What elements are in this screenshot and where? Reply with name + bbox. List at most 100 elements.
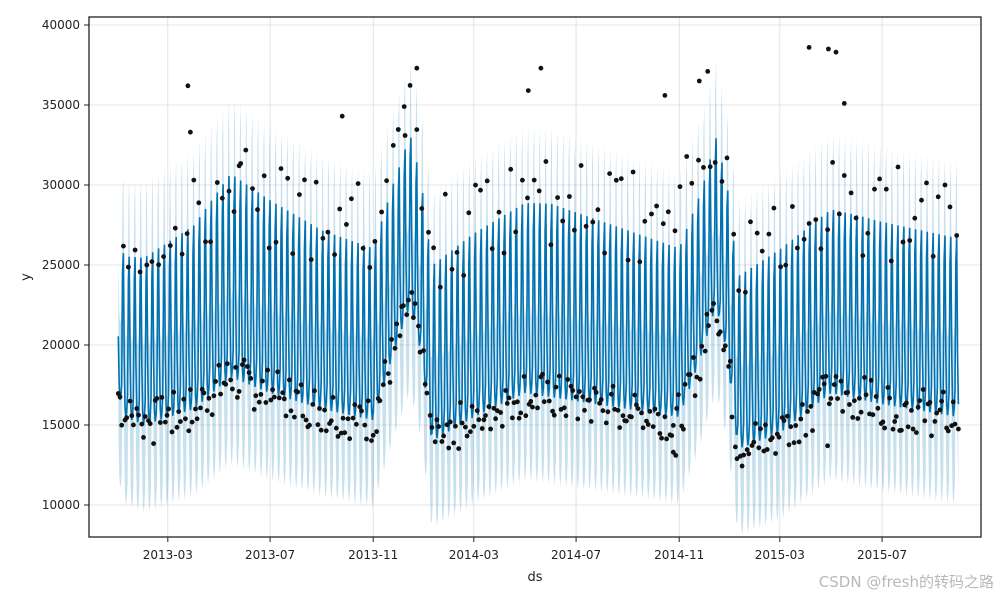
data-point xyxy=(748,219,753,225)
data-point xyxy=(224,361,230,367)
data-point xyxy=(587,397,592,403)
data-point xyxy=(431,245,436,251)
data-point xyxy=(830,160,835,165)
data-point xyxy=(132,247,138,253)
data-point xyxy=(530,404,535,410)
data-point xyxy=(169,429,175,435)
data-point xyxy=(841,173,847,178)
data-point xyxy=(905,424,911,430)
data-point xyxy=(137,269,143,275)
data-point xyxy=(188,387,193,392)
data-point xyxy=(167,243,173,249)
data-point xyxy=(845,389,851,395)
data-point xyxy=(919,197,924,203)
data-point xyxy=(344,222,349,227)
data-point xyxy=(945,428,951,434)
data-point xyxy=(451,440,457,446)
data-point xyxy=(246,370,252,375)
data-point xyxy=(677,184,683,190)
data-point xyxy=(333,425,339,431)
data-point xyxy=(401,303,406,309)
data-point xyxy=(952,421,958,427)
data-point xyxy=(412,301,418,306)
data-point xyxy=(602,250,607,256)
data-point xyxy=(649,211,654,217)
data-point xyxy=(178,419,183,424)
data-point xyxy=(538,65,544,71)
data-point xyxy=(795,245,800,251)
data-point xyxy=(535,405,540,411)
data-point xyxy=(454,250,460,255)
data-point xyxy=(759,248,765,254)
data-point xyxy=(573,394,579,400)
data-point xyxy=(724,155,730,161)
data-point xyxy=(654,203,659,209)
data-point xyxy=(491,405,497,411)
data-point xyxy=(528,399,534,404)
data-point xyxy=(828,396,834,401)
data-point xyxy=(142,414,148,419)
data-point xyxy=(825,443,830,449)
data-point xyxy=(572,227,577,233)
x-axis-label: ds xyxy=(527,570,542,585)
data-point xyxy=(813,217,819,223)
forecast-line xyxy=(117,137,960,448)
data-point xyxy=(801,236,807,242)
data-point xyxy=(193,406,198,412)
data-point xyxy=(219,195,225,201)
data-point xyxy=(298,382,304,388)
data-point xyxy=(427,413,433,418)
data-point xyxy=(367,265,373,270)
data-point xyxy=(516,415,522,421)
data-point xyxy=(818,246,824,252)
data-point xyxy=(838,378,844,384)
data-point xyxy=(352,402,358,408)
y-axis-label: y xyxy=(19,273,34,281)
data-point xyxy=(563,413,569,419)
data-point xyxy=(501,250,507,256)
data-point xyxy=(640,425,646,431)
data-point xyxy=(806,221,812,226)
data-point xyxy=(826,46,831,52)
x-tick-label: 2013-07 xyxy=(245,548,295,562)
data-point xyxy=(432,439,438,445)
data-point xyxy=(310,402,316,407)
data-point xyxy=(927,400,933,405)
data-point xyxy=(161,254,167,259)
data-point xyxy=(280,390,286,396)
data-point xyxy=(525,195,530,201)
data-point xyxy=(473,182,478,188)
data-point xyxy=(449,266,455,272)
data-point xyxy=(275,369,280,375)
data-point xyxy=(592,385,597,391)
data-point xyxy=(659,435,664,441)
data-point xyxy=(240,362,245,367)
data-point xyxy=(263,400,269,405)
data-point xyxy=(764,447,770,452)
data-point xyxy=(545,379,550,385)
data-point xyxy=(424,390,430,396)
data-point xyxy=(642,218,648,224)
data-point xyxy=(821,381,827,387)
data-point xyxy=(833,49,839,55)
data-point xyxy=(689,180,695,186)
data-point xyxy=(682,381,688,387)
data-point xyxy=(478,187,483,193)
y-tick-label: 20000 xyxy=(42,338,80,352)
data-point xyxy=(385,371,391,376)
data-point xyxy=(577,389,582,394)
data-point xyxy=(308,257,314,262)
data-point xyxy=(551,412,557,418)
data-point xyxy=(458,400,463,405)
data-point xyxy=(541,399,547,405)
data-point xyxy=(722,343,728,349)
data-point xyxy=(401,104,407,109)
data-point xyxy=(402,133,408,138)
data-point xyxy=(191,177,197,183)
data-point xyxy=(125,264,131,270)
data-point xyxy=(746,451,752,457)
data-point xyxy=(447,419,453,425)
data-point xyxy=(665,209,671,215)
data-point xyxy=(543,159,549,164)
data-point xyxy=(691,355,696,360)
